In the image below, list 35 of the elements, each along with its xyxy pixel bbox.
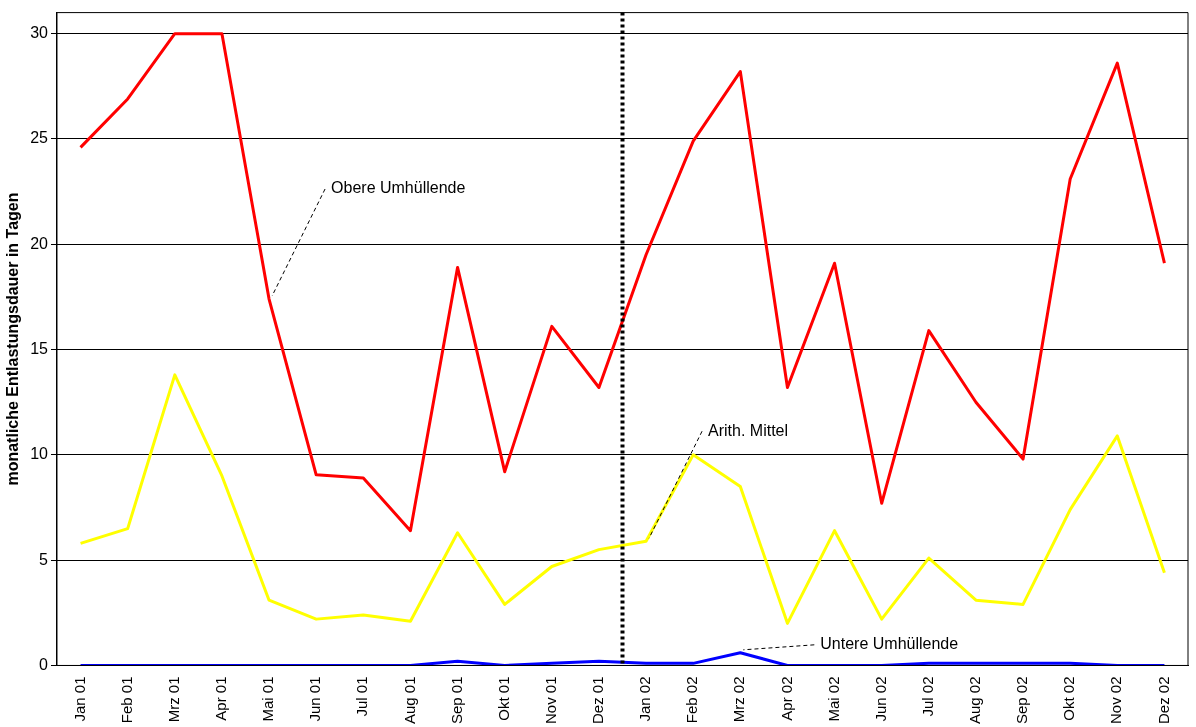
x-tick-label: Mrz 01 <box>164 676 182 723</box>
x-tick-label: Dez 02 <box>1154 676 1172 724</box>
y-tick-label: 0 <box>39 655 49 673</box>
x-tick-label: Feb 01 <box>117 676 135 724</box>
x-tick-label: Mai 01 <box>259 676 277 722</box>
x-tick-label: Okt 01 <box>494 676 512 721</box>
x-tick-label: Mrz 02 <box>730 676 748 723</box>
x-tick-label: Nov 01 <box>541 676 559 724</box>
x-tick-label: Jun 02 <box>871 676 889 722</box>
x-tick-label: Feb 02 <box>683 676 701 724</box>
x-tick-label: Apr 01 <box>212 676 230 721</box>
y-tick-label: 30 <box>30 24 49 42</box>
x-tick-label: Mai 02 <box>824 676 842 722</box>
x-tick-label: Dez 01 <box>589 676 607 724</box>
y-tick-label: 20 <box>30 234 49 252</box>
annotation: Obere Umhüllende <box>331 179 466 197</box>
x-tick-label: Okt 02 <box>1060 676 1078 721</box>
y-tick-label: 10 <box>30 445 49 463</box>
y-tick-label: 5 <box>39 550 49 568</box>
x-tick-label: Nov 02 <box>1107 676 1125 724</box>
y-tick-label: 25 <box>30 129 49 147</box>
x-tick-label: Jul 02 <box>918 676 936 717</box>
x-tick-label: Jan 01 <box>70 676 88 722</box>
x-tick-label: Sep 02 <box>1013 676 1031 725</box>
annotation: Arith. Mittel <box>708 421 789 439</box>
x-tick-label: Jul 01 <box>353 676 371 717</box>
x-tick-label: Sep 01 <box>447 676 465 725</box>
x-tick-label: Apr 02 <box>777 676 795 721</box>
x-tick-label: Jan 02 <box>636 676 654 722</box>
annotation: Untere Umhüllende <box>820 635 959 653</box>
y-tick-label: 15 <box>30 339 49 357</box>
x-tick-label: Aug 01 <box>400 676 418 725</box>
x-tick-label: Aug 02 <box>966 676 984 725</box>
x-tick-label: Jun 01 <box>306 676 324 722</box>
y-axis-title: monatliche Entlastungsdauer in Tagen <box>4 192 22 486</box>
